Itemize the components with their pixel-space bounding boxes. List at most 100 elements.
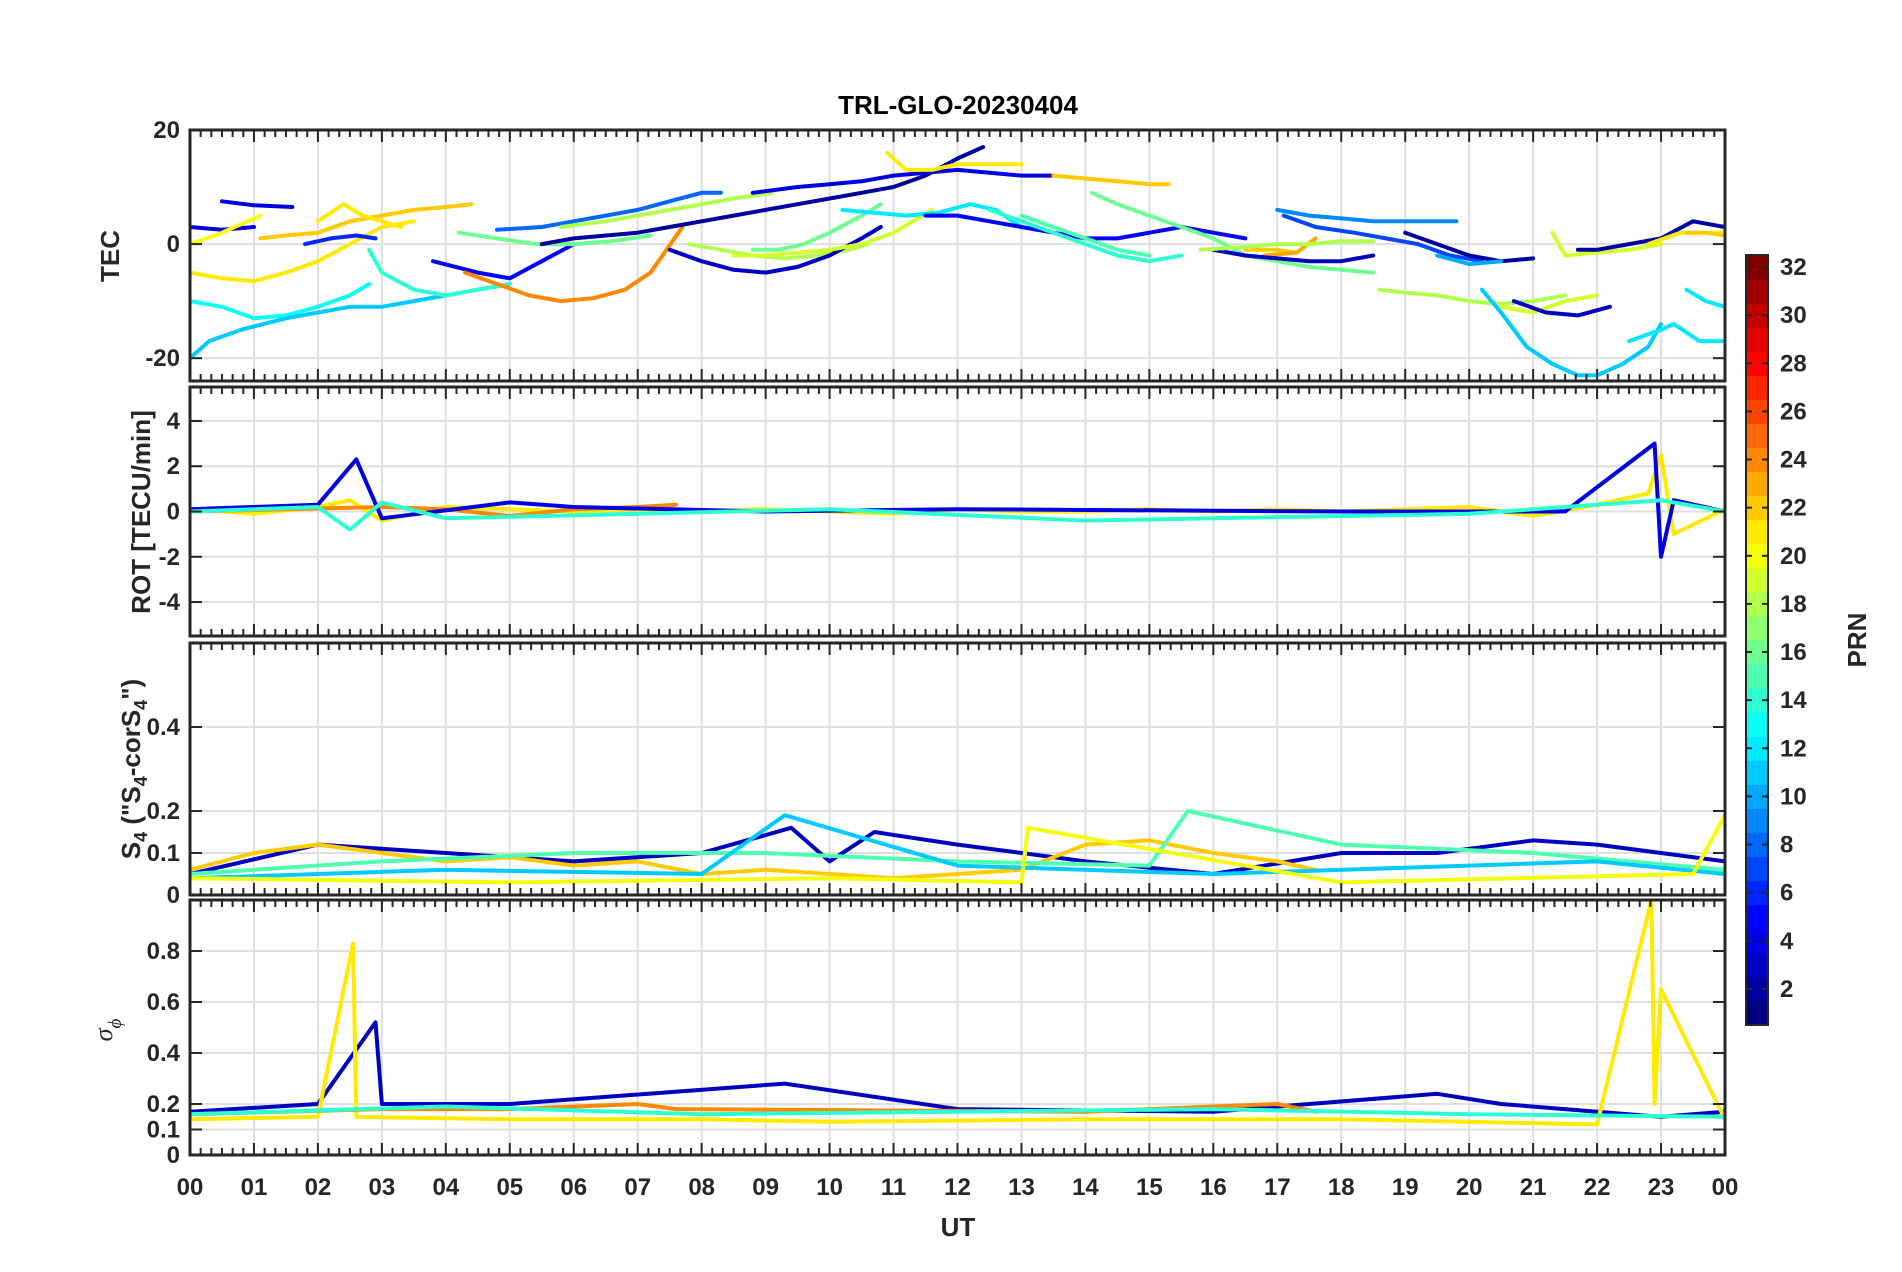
colorbar-tick-label: 32 bbox=[1780, 254, 1807, 281]
colorbar-tick-label: 4 bbox=[1780, 928, 1794, 955]
colorbar-swatch-prn-14 bbox=[1746, 688, 1768, 713]
colorbar-tick-label: 24 bbox=[1780, 447, 1807, 474]
colorbar-swatch-prn-20 bbox=[1746, 543, 1768, 569]
tec-series-prn-9 bbox=[1275, 207, 1459, 224]
chart-panels: -20020-4-202400.10.20.400.10.20.40.60.80… bbox=[145, 117, 1738, 1201]
colorbar-tick-label: 2 bbox=[1780, 976, 1793, 1003]
sigma_phi-y-tick-label: 0 bbox=[167, 1142, 180, 1169]
colorbar-swatch-prn-2 bbox=[1746, 976, 1768, 1002]
colorbar-swatch-prn-24 bbox=[1746, 447, 1768, 473]
colorbar-tick-label: 12 bbox=[1780, 735, 1807, 762]
x-tick-label: 15 bbox=[1136, 1174, 1163, 1201]
tec-series-prn-8 bbox=[495, 190, 723, 232]
colorbar-swatch-prn-19 bbox=[1746, 567, 1768, 593]
x-tick-label: 22 bbox=[1584, 1174, 1611, 1201]
rot-ylabel: ROT [TECU/min] bbox=[126, 410, 156, 614]
s4-y-tick-label: 0.4 bbox=[147, 714, 181, 741]
s4-axes-frame bbox=[188, 641, 1727, 897]
colorbar-swatch-prn-13 bbox=[1746, 712, 1768, 737]
tec-ylabel: TEC bbox=[95, 230, 125, 282]
s4-y-tick-label: 0 bbox=[167, 882, 180, 909]
sigma_phi-series bbox=[190, 900, 1725, 1127]
tec-series-prn-2 bbox=[1403, 230, 1536, 264]
tec-series-prn-18 bbox=[559, 190, 774, 229]
tec-series-prn-19 bbox=[731, 207, 934, 258]
rot-y-tick-label: -2 bbox=[159, 544, 180, 571]
colorbar-swatch-prn-21 bbox=[1746, 519, 1768, 545]
sigma_phi-panel: 00.10.2 0.4 0.6 0.8 bbox=[147, 898, 1727, 1169]
tec-series-prn-21 bbox=[885, 150, 1024, 172]
sigma_phi-series-prn-14 bbox=[190, 1104, 1725, 1119]
tec-y-tick-label: 20 bbox=[153, 117, 180, 144]
tec-series-prn-19 bbox=[1550, 230, 1663, 258]
sigma_phi-y-tick-label: 0.1 bbox=[147, 1117, 180, 1144]
svg-text:S4 ("S4-corS4"): S4 ("S4-corS4") bbox=[116, 679, 151, 859]
chart-title: TRL-GLO-20230404 bbox=[838, 90, 1078, 120]
rot-y-tick-label: 4 bbox=[167, 408, 181, 435]
sigma_phi-series-prn-21 bbox=[190, 900, 1725, 1127]
sigma_phi-axes-frame bbox=[188, 898, 1727, 1157]
colorbar-swatch-prn-26 bbox=[1746, 399, 1768, 425]
colorbar-swatch-prn-18 bbox=[1746, 591, 1768, 617]
tec-series-prn-12 bbox=[1684, 287, 1725, 309]
colorbar-swatch-prn-23 bbox=[1746, 471, 1768, 497]
tec-series-prn-12 bbox=[1627, 322, 1725, 344]
tec-series-prn-14 bbox=[367, 247, 512, 298]
s4-panel: 0 0.1 0.2 0.4 bbox=[147, 641, 1727, 909]
colorbar-swatch-prn-7 bbox=[1746, 856, 1768, 882]
x-tick-label: 02 bbox=[305, 1174, 332, 1201]
tec-series-prn-3 bbox=[1211, 247, 1376, 264]
tec-series-prn-16 bbox=[456, 230, 653, 247]
sigma_phi-y-tick-label: 0.8 bbox=[147, 938, 180, 965]
s4-series-prn-22 bbox=[190, 838, 1318, 881]
x-tick-label: 12 bbox=[944, 1174, 971, 1201]
tec-series-prn-22 bbox=[1051, 173, 1171, 187]
x-tick-label: 01 bbox=[241, 1174, 268, 1201]
tec-y-tick-label: 0 bbox=[167, 231, 180, 258]
tec-series-prn-22 bbox=[1684, 230, 1725, 238]
colorbar-swatch-prn-32 bbox=[1746, 255, 1768, 280]
tec-panel: -20 0 20 bbox=[145, 117, 1727, 383]
s4-series-prn-15 bbox=[190, 809, 1725, 876]
colorbar-swatch-prn-1 bbox=[1746, 1000, 1768, 1026]
x-tick-label: 13 bbox=[1008, 1174, 1035, 1201]
x-tick-labels: 00 01 02 03 04 05 06 07 08 09 10 11 12 13 14 15 16 17 18 19… bbox=[177, 1174, 1739, 1201]
rot-ticks bbox=[189, 387, 1726, 636]
rot-panel: -4 -2 0 2 4 bbox=[159, 385, 1727, 638]
x-tick-label: 17 bbox=[1264, 1174, 1291, 1201]
colorbar-swatch-prn-3 bbox=[1746, 952, 1768, 978]
tec-series-prn-13 bbox=[190, 282, 372, 321]
x-tick-label: 06 bbox=[560, 1174, 587, 1201]
tec-series-prn-19 bbox=[1499, 293, 1600, 315]
rot-y-tick-label: 0 bbox=[167, 499, 180, 526]
s4-ylabel: S4 ("S4-corS4") bbox=[116, 679, 151, 859]
x-tick-label: 07 bbox=[624, 1174, 651, 1201]
rot-series bbox=[190, 441, 1725, 559]
s4-series bbox=[190, 809, 1725, 885]
colorbar-swatch-prn-6 bbox=[1746, 880, 1768, 906]
tec-series-prn-2 bbox=[539, 145, 986, 247]
colorbar-frame bbox=[1745, 254, 1769, 1026]
colorbar-tick-label: 8 bbox=[1780, 832, 1793, 859]
colorbar-swatch-prn-30 bbox=[1746, 303, 1768, 328]
colorbar-swatch-prn-28 bbox=[1746, 351, 1768, 376]
s4-y-tick-label: 0.2 bbox=[147, 798, 180, 825]
x-tick-label: 04 bbox=[432, 1174, 459, 1201]
tec-series-prn-21 bbox=[315, 202, 404, 229]
tec-series-prn-12 bbox=[840, 202, 1024, 229]
colorbar-tick-label: 18 bbox=[1780, 591, 1807, 618]
colorbar-swatch-prn-29 bbox=[1746, 327, 1768, 352]
rot-series-prn-14 bbox=[190, 498, 1725, 532]
colorbar-tick-label: 30 bbox=[1780, 302, 1807, 329]
x-tick-label: 09 bbox=[752, 1174, 779, 1201]
tec-series-prn-7 bbox=[1281, 213, 1484, 264]
x-tick-label: 19 bbox=[1392, 1174, 1419, 1201]
x-tick-label: 10 bbox=[816, 1174, 843, 1201]
rot-y-tick-label: -4 bbox=[159, 589, 181, 616]
tec-series-prn-18 bbox=[1377, 287, 1568, 306]
tec-axes-frame bbox=[188, 128, 1727, 383]
s4-series-prn-11 bbox=[190, 813, 1725, 881]
svg-text:σϕ: σϕ bbox=[89, 1019, 126, 1042]
